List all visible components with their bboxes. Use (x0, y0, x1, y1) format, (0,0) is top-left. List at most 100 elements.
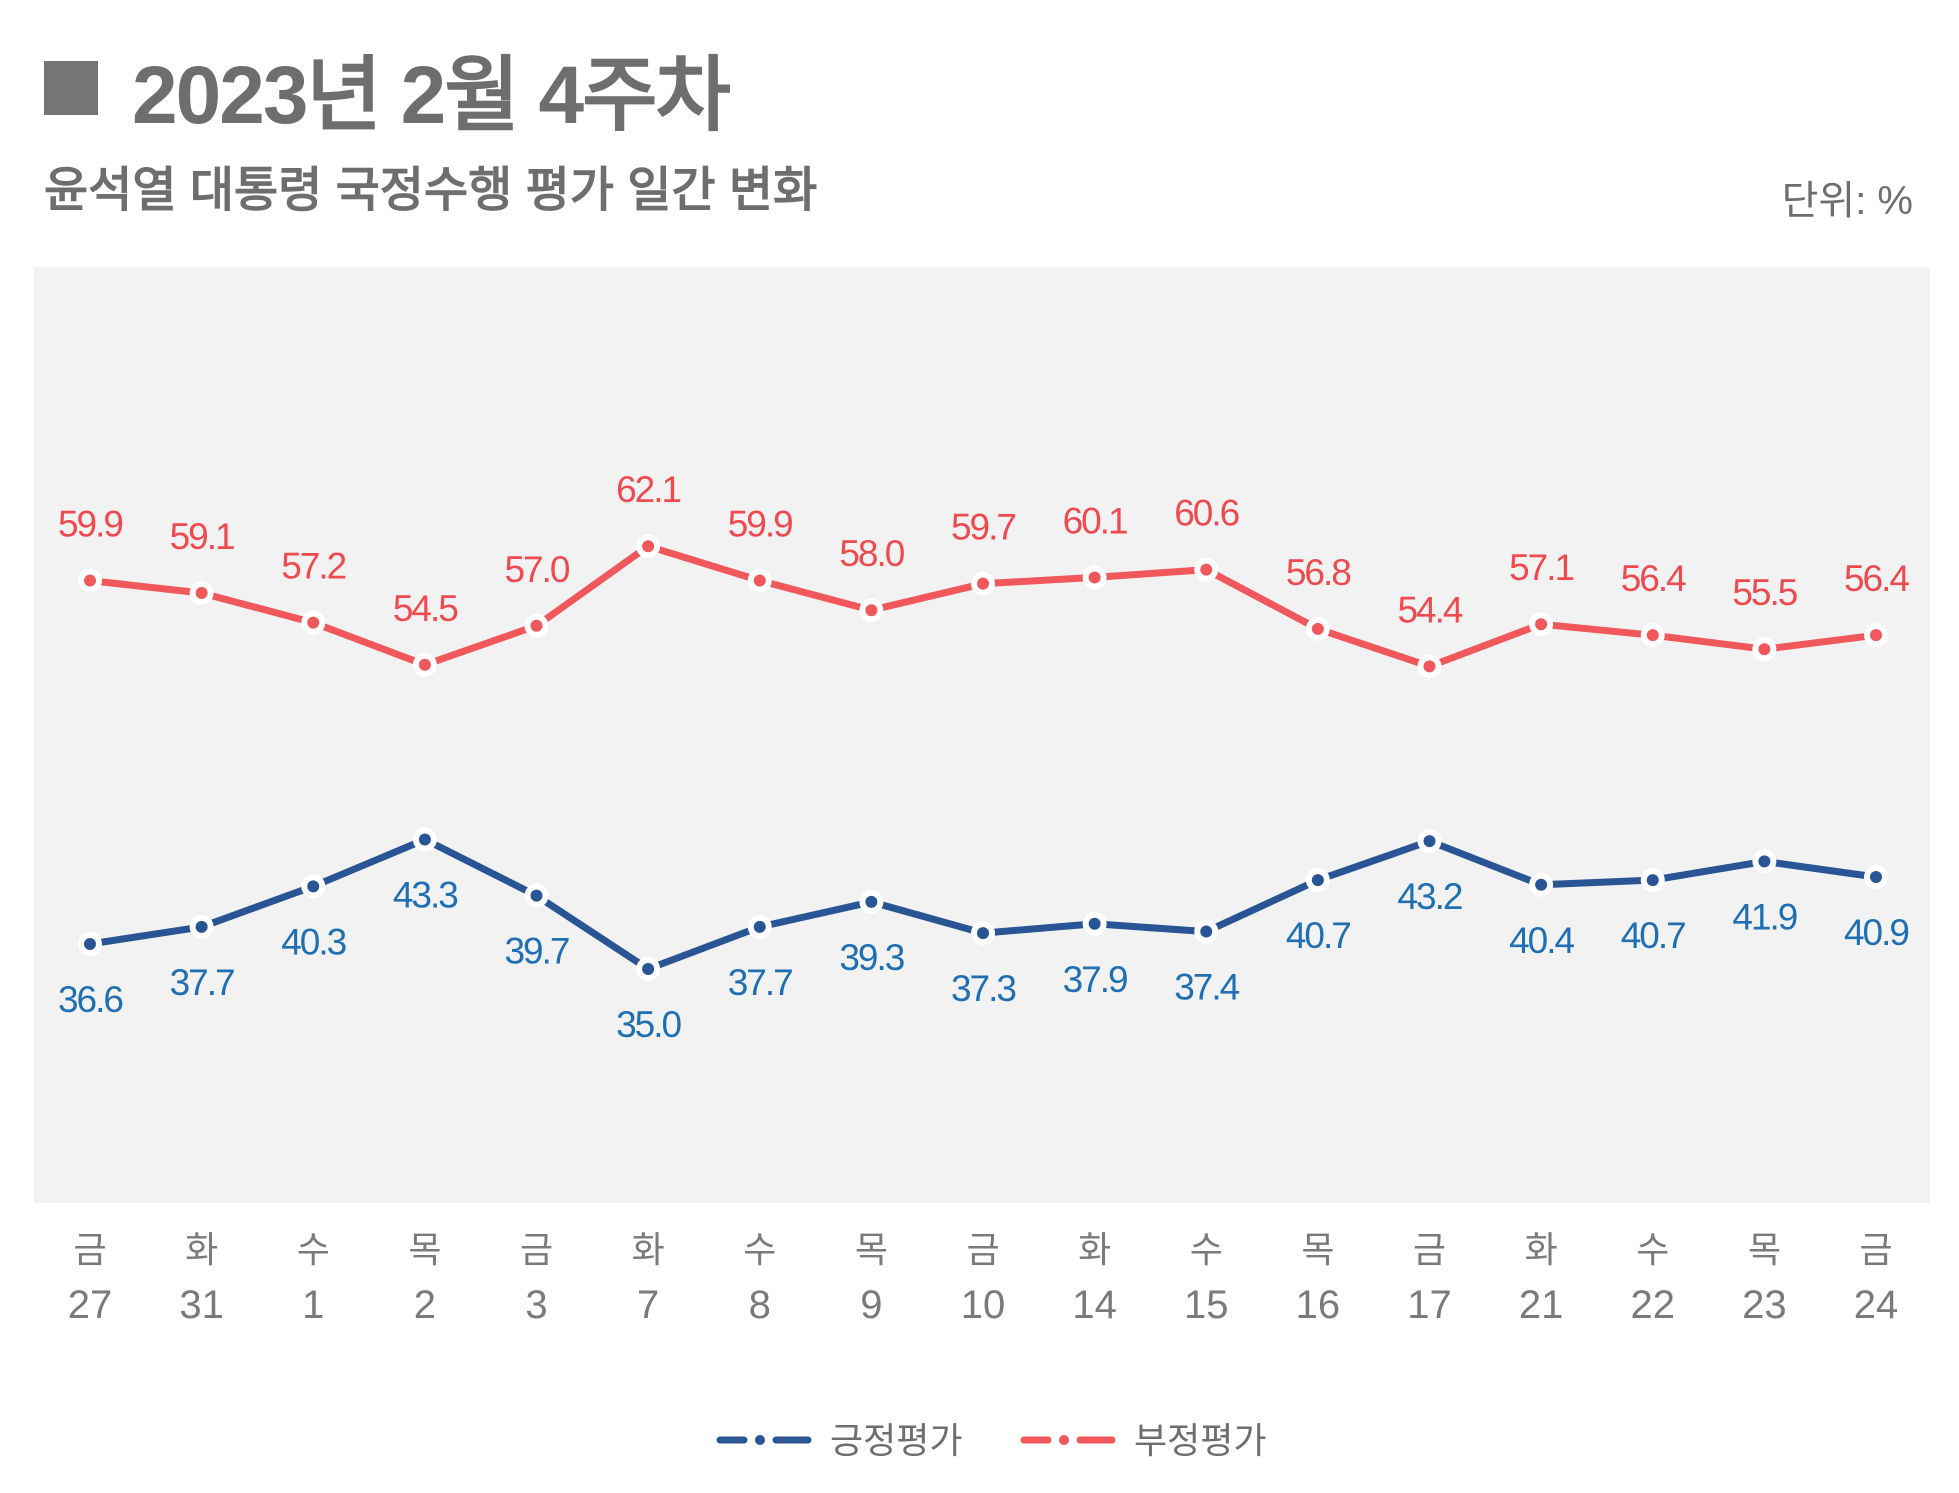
data-label-positive: 39.7 (504, 931, 568, 972)
data-label-positive: 35.0 (616, 1004, 681, 1045)
x-tick-date: 10 (961, 1283, 1006, 1327)
data-label-negative: 59.9 (728, 504, 792, 545)
data-point-negative (530, 619, 543, 632)
chart-subtitle: 윤석열 대통령 국정수행 평가 일간 변화 (44, 164, 818, 217)
data-label-negative: 60.1 (1063, 500, 1127, 541)
data-point-positive (418, 833, 431, 846)
x-tick-date: 24 (1854, 1283, 1899, 1327)
data-label-positive: 37.3 (951, 968, 1015, 1009)
data-point-positive (1870, 870, 1882, 883)
data-point-negative (418, 658, 431, 671)
title-square-icon (44, 60, 98, 115)
data-label-negative: 56.4 (1621, 558, 1686, 599)
x-tick-day: 수 (1636, 1229, 1669, 1270)
x-tick-day: 화 (632, 1229, 665, 1270)
data-point-negative (753, 574, 766, 587)
x-tick-day: 수 (743, 1229, 776, 1270)
data-point-negative (865, 604, 878, 617)
x-tick-day: 목 (855, 1229, 888, 1270)
data-label-negative: 56.4 (1844, 558, 1909, 599)
data-point-positive (530, 889, 543, 902)
x-tick-date: 16 (1296, 1283, 1341, 1327)
data-label-negative: 62.1 (616, 469, 680, 510)
data-label-positive: 40.3 (281, 921, 345, 962)
x-tick-day: 화 (185, 1229, 218, 1270)
data-point-positive (195, 920, 208, 933)
data-label-negative: 54.4 (1397, 589, 1462, 630)
x-tick-date: 17 (1407, 1283, 1452, 1327)
plot-area (34, 267, 1930, 1203)
data-label-positive: 40.9 (1844, 912, 1908, 953)
data-point-negative (642, 540, 655, 553)
x-tick-date: 2 (414, 1283, 436, 1327)
x-tick-day: 금 (1413, 1229, 1446, 1270)
x-tick-date: 9 (860, 1283, 882, 1327)
data-label-negative: 59.9 (58, 504, 122, 545)
x-tick-date: 1 (302, 1283, 324, 1327)
legend-marker-negative (1059, 1435, 1069, 1445)
unit-label: 단위: % (1781, 179, 1913, 223)
data-point-positive (1646, 874, 1659, 887)
legend-label-negative: 부정평가 (1134, 1420, 1266, 1461)
data-label-negative: 58.0 (839, 533, 904, 574)
x-tick-day: 목 (1301, 1229, 1334, 1270)
data-label-positive: 43.2 (1397, 876, 1461, 917)
data-label-negative: 59.1 (170, 516, 234, 557)
data-label-positive: 40.7 (1621, 915, 1685, 956)
x-tick-day: 화 (1078, 1229, 1111, 1270)
x-tick-day: 금 (966, 1229, 999, 1270)
data-point-negative (1200, 563, 1213, 576)
x-tick-date: 23 (1742, 1283, 1787, 1327)
data-point-positive (865, 895, 878, 908)
data-point-positive (753, 920, 766, 933)
data-point-positive (307, 880, 320, 893)
data-point-negative (977, 577, 989, 590)
x-tick-date: 8 (749, 1283, 771, 1327)
data-label-negative: 57.2 (281, 546, 345, 587)
data-point-positive (1535, 878, 1548, 891)
data-point-positive (1423, 835, 1436, 848)
page-title: 2023년 2월 4주차 (132, 50, 731, 141)
data-point-negative (1311, 622, 1324, 635)
data-label-negative: 60.6 (1174, 493, 1238, 534)
data-label-positive: 37.7 (170, 962, 234, 1003)
data-label-negative: 56.8 (1286, 552, 1350, 593)
data-label-positive: 40.4 (1509, 920, 1574, 961)
x-tick-date: 27 (68, 1283, 113, 1327)
data-point-negative (1088, 571, 1101, 584)
data-point-negative (307, 616, 320, 629)
data-point-negative (1535, 618, 1548, 631)
data-label-negative: 57.1 (1509, 547, 1573, 588)
x-tick-date: 14 (1072, 1283, 1117, 1327)
data-point-positive (1311, 874, 1324, 887)
data-point-negative (1423, 660, 1436, 673)
x-tick-date: 3 (525, 1283, 547, 1327)
legend-label-positive: 긍정평가 (830, 1420, 962, 1461)
data-label-positive: 36.6 (58, 979, 122, 1020)
x-tick-day: 수 (1190, 1229, 1223, 1270)
data-point-negative (1646, 629, 1659, 642)
data-point-negative (1758, 643, 1771, 656)
data-label-positive: 43.3 (393, 875, 457, 916)
data-point-positive (84, 938, 96, 951)
x-tick-day: 화 (1525, 1229, 1558, 1270)
data-label-negative: 59.7 (951, 507, 1015, 548)
data-point-negative (195, 587, 208, 600)
data-label-positive: 37.7 (728, 962, 792, 1003)
x-tick-day: 목 (408, 1229, 441, 1270)
title-row: 2023년 2월 4주차 (44, 28, 731, 147)
x-tick-day: 수 (297, 1229, 330, 1270)
data-point-positive (977, 927, 989, 940)
data-label-positive: 39.3 (839, 937, 903, 978)
x-tick-date: 31 (179, 1283, 224, 1327)
data-point-positive (1088, 917, 1101, 930)
data-label-negative: 57.0 (504, 549, 569, 590)
data-label-positive: 41.9 (1732, 896, 1796, 937)
x-tick-date: 15 (1184, 1283, 1229, 1327)
x-tick-day: 목 (1748, 1229, 1781, 1270)
data-label-negative: 55.5 (1732, 572, 1797, 613)
data-label-positive: 37.9 (1063, 959, 1127, 1000)
data-point-negative (1870, 629, 1882, 642)
legend: 긍정평가 부정평가 (716, 1420, 1266, 1461)
